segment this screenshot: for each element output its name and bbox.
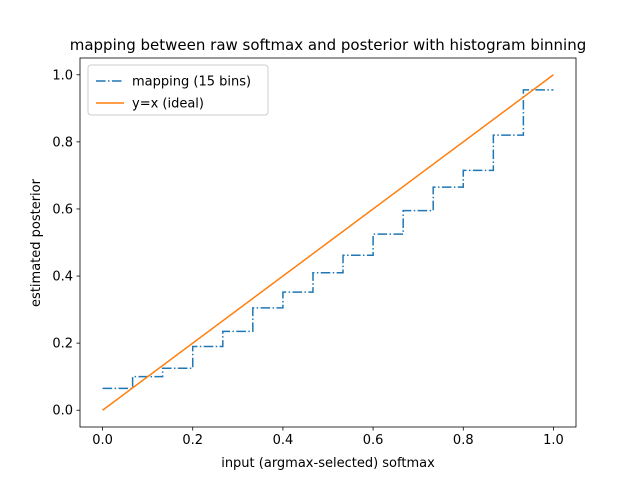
x-tick-label: 0.2 xyxy=(182,433,203,448)
y-axis-label: estimated posterior xyxy=(29,178,44,307)
axes-frame xyxy=(79,57,577,428)
x-tick-label: 0.6 xyxy=(363,433,384,448)
series-line-0 xyxy=(102,89,554,390)
legend: mapping (15 bins) y=x (ideal) xyxy=(87,64,269,116)
y-tick-label: 0.8 xyxy=(52,135,73,150)
x-tick-label: 1.0 xyxy=(543,433,564,448)
y-tick-label: 0.6 xyxy=(52,202,73,217)
axes: 0.0 0.2 0.4 0.6 0.8 1.0 0.0 0.2 0.4 0.6 0.8 1.0 xyxy=(52,57,577,448)
x-tick-label: 0.4 xyxy=(273,433,294,448)
y-tick-label: 0.2 xyxy=(52,337,73,352)
x-tick-label: 0.0 xyxy=(92,433,113,448)
x-axis-label: input (argmax-selected) softmax xyxy=(221,456,435,471)
legend-box xyxy=(87,64,269,116)
x-tick-label: 0.8 xyxy=(453,433,474,448)
legend-label-0: mapping (15 bins) xyxy=(132,75,251,90)
series-line-1 xyxy=(102,74,554,411)
y-tick-label: 1.0 xyxy=(52,68,73,83)
plot-area xyxy=(102,74,554,411)
legend-label-1: y=x (ideal) xyxy=(132,97,204,112)
y-tick-label: 0.4 xyxy=(52,270,73,285)
y-tick-label: 0.0 xyxy=(52,404,73,419)
chart-title: mapping between raw softmax and posterio… xyxy=(70,36,587,54)
